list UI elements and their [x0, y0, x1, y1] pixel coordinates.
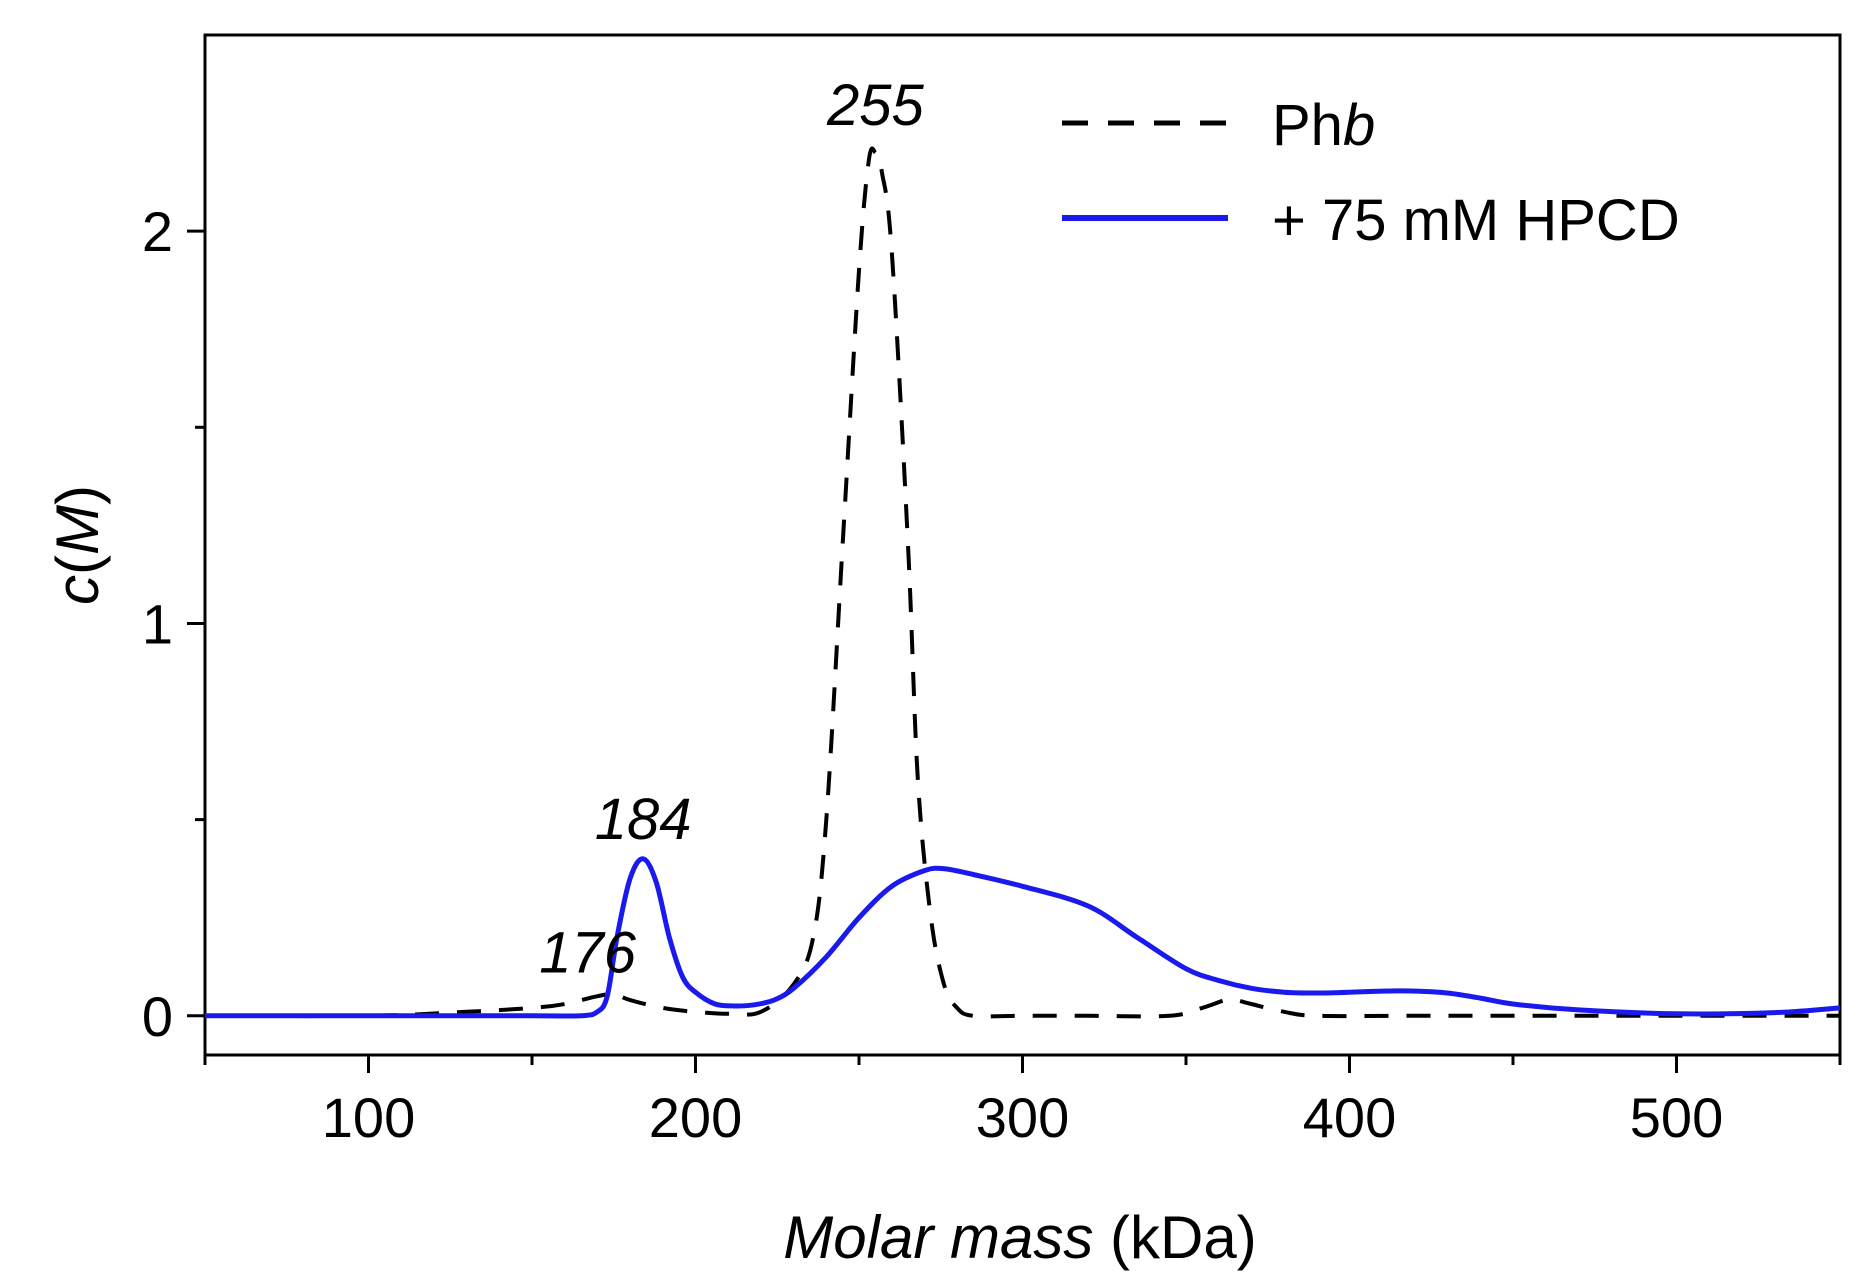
peak-annotation: 255: [826, 73, 925, 138]
x-tick-label: 200: [649, 1086, 742, 1149]
y-axis-title: c(M): [44, 485, 111, 605]
x-axis-title: Molar mass (kDa): [783, 1204, 1256, 1271]
peak-annotation: 176: [539, 921, 637, 986]
x-tick-label: 500: [1630, 1086, 1723, 1149]
y-tick-label: 1: [142, 592, 173, 655]
axis-ticks: 100 200 300 400 500 0 1 2: [142, 200, 1842, 1149]
series-line-hpcd: [205, 856, 1841, 1019]
x-tick-label: 400: [1303, 1086, 1396, 1149]
y-tick-label: 2: [142, 200, 173, 263]
x-tick-label: 100: [322, 1086, 415, 1149]
legend-label-phb: Phb: [1272, 93, 1375, 158]
peak-annotation: 184: [595, 787, 692, 852]
series-line-phb: [204, 146, 1840, 1019]
legend-label-hpcd: + 75 mM HPCD: [1272, 188, 1680, 253]
annotation-group: 255 184 176: [539, 73, 924, 985]
x-tick-label: 300: [976, 1086, 1069, 1149]
series-group: [204, 146, 1841, 1019]
legend: Phb + 75 mM HPCD: [1062, 93, 1680, 253]
y-tick-label: 0: [142, 985, 173, 1048]
